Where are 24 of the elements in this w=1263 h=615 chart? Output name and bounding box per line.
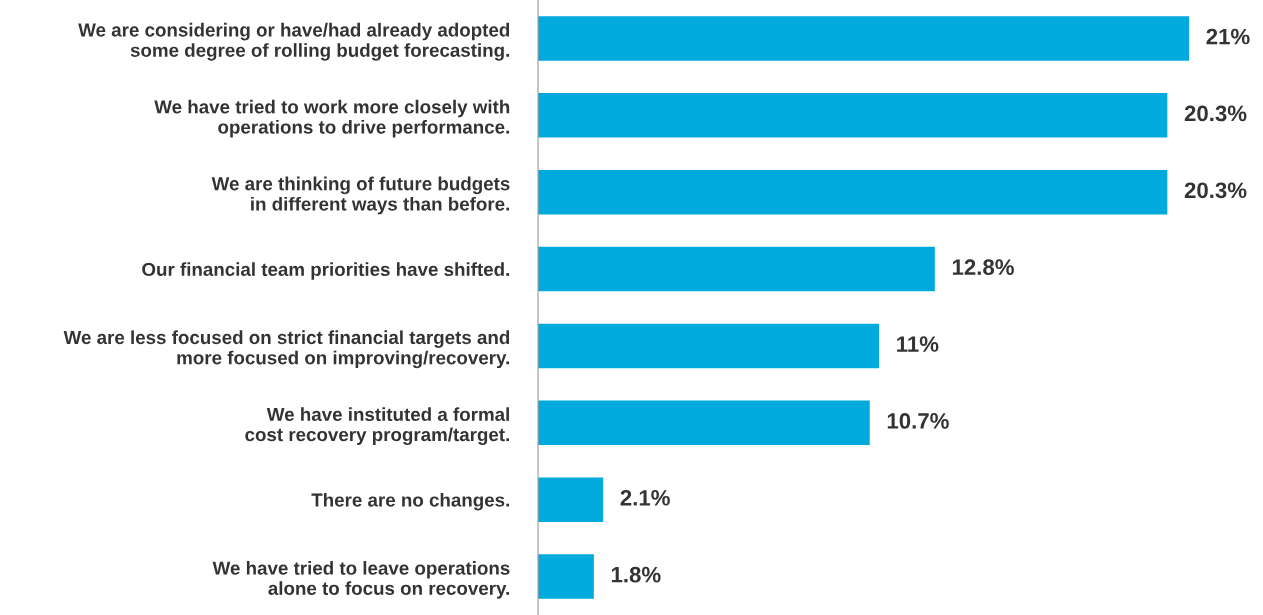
bar [538,16,1190,61]
y-tick-label: Our financial team priorities have shifted. [142,262,509,280]
y-tick-label: We have tried to work more closely with operations to drive performance. [154,99,510,138]
bar [538,169,1168,215]
data-label: 20.3% [1184,182,1247,199]
y-tick-label: We are thinking of future budgets in different ways than before. [211,176,510,215]
data-label: 1.8% [611,566,661,583]
y-tick-label: We have instituted a formal cost recovery program/target. [245,407,509,446]
bar [538,554,594,599]
data-label: 11% [897,336,939,352]
bar [538,246,935,292]
data-label: 21% [1206,28,1250,45]
bar [538,400,870,446]
y-tick-label: We are considering or have/had already adopted some degree of rolling budget forecasting. [78,22,510,61]
data-label: 20.3% [1184,105,1247,122]
y-tick-label: We have tried to leave operations alone to focus on recovery. [212,561,510,599]
data-label: 2.1% [620,489,670,506]
bar [538,477,604,522]
data-label: 10.7% [887,413,949,429]
bar [538,323,880,369]
y-tick-label: We are less focused on strict financial targets and more focused on improving/recovery. [63,330,510,369]
y-tick-label: There are no changes. [311,492,509,511]
bar [538,93,1168,138]
data-label: 12.8% [952,259,1014,276]
